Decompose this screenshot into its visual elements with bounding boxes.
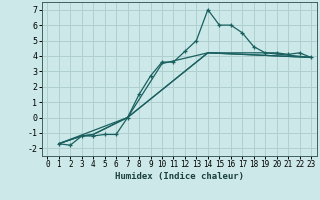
X-axis label: Humidex (Indice chaleur): Humidex (Indice chaleur): [115, 172, 244, 181]
